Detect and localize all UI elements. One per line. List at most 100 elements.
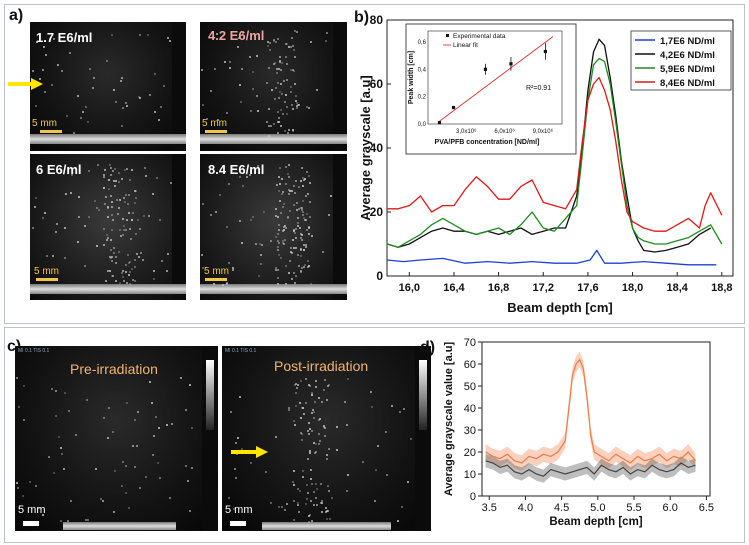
speckle (277, 82, 280, 85)
speckle (249, 56, 251, 59)
speckle (288, 192, 290, 195)
speckle (276, 249, 279, 252)
speckle (293, 281, 296, 284)
speckle (110, 200, 113, 203)
speckle (291, 129, 294, 132)
speckle (147, 215, 150, 218)
speckle (123, 280, 126, 283)
speckle (124, 464, 127, 467)
speckle (275, 68, 278, 71)
speckle (95, 468, 98, 471)
speckle (277, 131, 280, 134)
x-tick-label: 3.5 (482, 502, 497, 514)
speckle (336, 426, 339, 428)
speckle (309, 514, 312, 517)
speckle (215, 210, 217, 213)
scale-label: 5 mm (32, 118, 57, 129)
speckle (250, 109, 253, 112)
speckle (309, 216, 312, 218)
speckle (131, 169, 134, 172)
speckle (237, 437, 240, 439)
speckle (84, 105, 87, 108)
speckle (127, 211, 130, 214)
speckle (149, 94, 152, 97)
speckle (276, 38, 279, 41)
speckle (225, 226, 228, 229)
speckle (286, 215, 289, 218)
scale-label: 5 mm (204, 266, 229, 277)
y-tick-label: 10 (464, 469, 476, 481)
speckle (286, 63, 289, 66)
speckle (105, 195, 108, 198)
speckle (106, 233, 109, 236)
image-sidebar (172, 22, 186, 151)
scale-bar (205, 278, 227, 281)
speckle (289, 85, 292, 88)
speckle (123, 197, 126, 200)
speckle (115, 280, 118, 282)
speckle (371, 406, 373, 409)
speckle (293, 419, 296, 422)
speckle (326, 399, 329, 402)
speckle (125, 271, 128, 274)
speckle (284, 130, 286, 133)
speckle (293, 30, 296, 33)
scale-label: 5 mm (202, 118, 227, 129)
speckle (54, 389, 57, 392)
y-tick-label: 0 (376, 269, 383, 283)
speckle (256, 109, 259, 112)
speckle (128, 506, 131, 509)
speckle (245, 175, 248, 178)
speckle (310, 392, 313, 395)
speckle (296, 504, 299, 507)
speckle (248, 174, 251, 177)
image-sidebar (415, 346, 431, 531)
speckle (294, 392, 297, 395)
speckle (290, 277, 293, 280)
speckle (294, 83, 297, 86)
speckle (275, 207, 278, 210)
speckle (125, 105, 128, 108)
speckle (292, 480, 294, 483)
scale-bar (205, 130, 227, 133)
speckle (239, 83, 242, 86)
speckle (50, 387, 53, 390)
speckle (259, 262, 262, 265)
speckle (225, 282, 228, 285)
speckle (275, 215, 277, 218)
speckle (121, 275, 124, 278)
speckle (291, 252, 294, 254)
speckle (131, 212, 134, 214)
speckle (315, 380, 318, 383)
speckle (272, 123, 275, 126)
speckle (112, 219, 114, 222)
speckle (142, 214, 145, 217)
chart-b: b) 16,0 16,4 16,8 17,2 17,6 18,0 18,4 18,8 0 20 40 6… (354, 9, 734, 315)
speckle (280, 212, 283, 215)
speckle (327, 384, 330, 387)
y-tick-label: 60 (370, 77, 384, 91)
speckle (157, 461, 159, 464)
speckle (124, 229, 127, 232)
speckle (324, 511, 327, 514)
speckle (123, 229, 126, 232)
speckle (228, 66, 231, 69)
speckle (287, 189, 290, 192)
speckle (294, 100, 297, 102)
speckle (121, 272, 123, 275)
speckle (99, 498, 102, 501)
inset-frame (427, 30, 563, 125)
speckle (114, 179, 117, 182)
x-tick-label: 6.0 (663, 502, 678, 514)
speckle (184, 409, 187, 412)
speckle (216, 118, 219, 121)
speckle (311, 408, 314, 411)
speckle (240, 100, 243, 103)
speckle (278, 96, 281, 99)
speckle (284, 55, 287, 58)
speckle (150, 401, 153, 404)
speckle (299, 180, 302, 183)
speckle (315, 482, 318, 485)
speckle (110, 195, 113, 198)
speckle (310, 412, 313, 415)
